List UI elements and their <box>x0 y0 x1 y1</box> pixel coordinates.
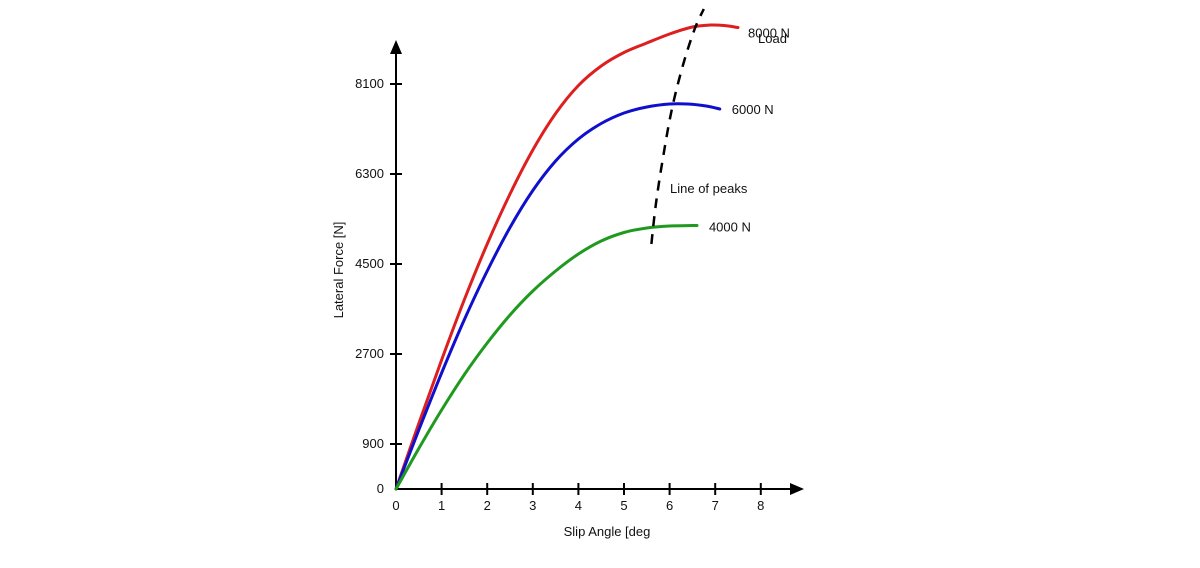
x-tick-label: 3 <box>529 498 536 513</box>
load-annotation: Load <box>758 31 787 46</box>
x-tick-label: 6 <box>666 498 673 513</box>
x-ticks: 0 1 2 3 4 5 6 7 8 <box>392 483 764 513</box>
y-tick-label: 8100 <box>355 76 384 91</box>
series-label: 8000 N <box>748 26 790 41</box>
line-of-peaks <box>650 8 705 245</box>
line-of-peaks-label: Line of peaks <box>670 181 748 196</box>
series-group: 8000 N 6000 N 4000 N <box>394 8 790 491</box>
y-axis-title: Lateral Force [N] <box>331 222 346 319</box>
x-tick-label: 5 <box>620 498 627 513</box>
x-tick-label: 1 <box>438 498 445 513</box>
x-tick-label: 7 <box>712 498 719 513</box>
series-line-8000-n <box>394 23 740 491</box>
x-tick-label: 8 <box>757 498 764 513</box>
x-axis-title: Slip Angle [deg <box>564 524 651 539</box>
axes <box>390 40 804 495</box>
x-tick-label: 0 <box>392 498 399 513</box>
y-tick-label: 2700 <box>355 346 384 361</box>
y-axis-arrow <box>390 40 402 54</box>
y-tick-label: 900 <box>362 436 384 451</box>
y-tick-label: 4500 <box>355 256 384 271</box>
x-tick-label: 2 <box>484 498 491 513</box>
y-tick-label: 0 <box>377 481 384 496</box>
series-line-6000-n <box>394 102 722 491</box>
x-tick-label: 4 <box>575 498 582 513</box>
series-label: 6000 N <box>732 102 774 117</box>
y-tick-label: 6300 <box>355 166 384 181</box>
x-axis-arrow <box>790 483 804 495</box>
y-ticks: 0 900 2700 4500 6300 8100 <box>355 76 402 496</box>
series-label: 4000 N <box>709 220 751 235</box>
series-line-4000-n <box>394 223 699 491</box>
